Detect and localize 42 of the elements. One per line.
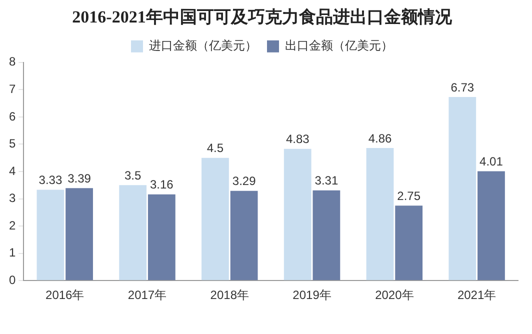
y-tick-label: 5 [8, 136, 16, 151]
data-label: 3.31 [314, 174, 338, 188]
x-tick-label: 2021年 [457, 288, 496, 302]
data-label: 3.29 [232, 174, 256, 188]
y-tick-label: 0 [8, 272, 16, 287]
data-label: 4.86 [368, 131, 392, 146]
bar [66, 188, 93, 280]
bar [284, 148, 312, 280]
legend-label: 出口金额（亿美元） [285, 38, 393, 53]
y-tick-label: 7 [8, 82, 16, 96]
x-tick-label: 2019年 [292, 288, 332, 302]
data-label: 6.73 [450, 80, 474, 94]
bar [478, 171, 505, 280]
legend-label: 进口金额（亿美元） [149, 38, 257, 53]
data-label: 4.01 [480, 154, 504, 169]
y-tick-label: 8 [8, 54, 16, 69]
data-label: 3.16 [150, 178, 174, 192]
bar [395, 206, 423, 280]
bar [230, 190, 258, 280]
data-label: 3.33 [38, 173, 62, 188]
y-tick-label: 4 [8, 164, 16, 178]
bar [202, 158, 229, 280]
bar [148, 194, 176, 280]
y-tick-label: 6 [8, 109, 16, 124]
bar [312, 190, 340, 280]
bar [448, 97, 476, 280]
data-label: 4.83 [286, 132, 310, 146]
x-tick-label: 2017年 [128, 288, 167, 302]
bar [36, 190, 64, 280]
x-tick-label: 2018年 [210, 288, 249, 302]
y-tick-label: 2 [8, 218, 16, 232]
y-tick-label: 3 [8, 191, 16, 206]
data-label: 4.5 [206, 141, 224, 156]
data-label: 2.75 [397, 188, 421, 203]
y-tick-label: 1 [8, 246, 16, 260]
data-label: 3.5 [124, 168, 142, 182]
chart-title: 2016-2021年中国可可及巧克力食品进出口金额情况 [72, 8, 453, 27]
data-label: 3.39 [68, 171, 92, 186]
x-tick-label: 2016年 [46, 288, 84, 302]
bar [366, 148, 394, 280]
x-tick-label: 2020年 [375, 288, 414, 302]
bar [119, 185, 147, 280]
